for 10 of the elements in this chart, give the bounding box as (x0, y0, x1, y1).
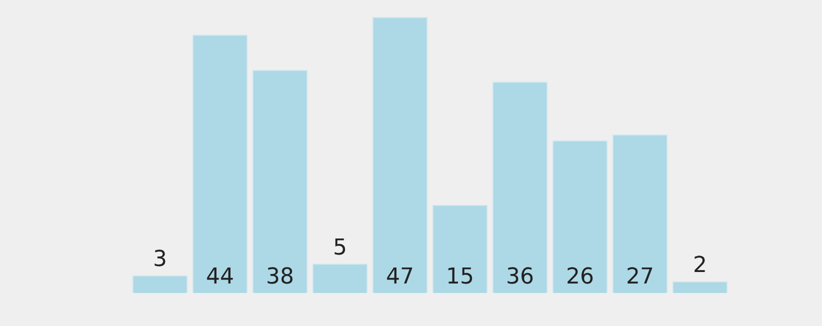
data-label: 15 (446, 264, 474, 290)
data-label: 3 (153, 247, 167, 272)
data-label: 36 (506, 264, 534, 290)
data-label: 47 (386, 264, 414, 290)
data-label: 44 (206, 264, 234, 290)
data-label: 38 (266, 264, 294, 290)
data-label: 2 (693, 252, 707, 278)
data-label: 5 (333, 235, 347, 260)
data-label: 27 (626, 264, 654, 290)
data-label: 26 (566, 264, 594, 290)
